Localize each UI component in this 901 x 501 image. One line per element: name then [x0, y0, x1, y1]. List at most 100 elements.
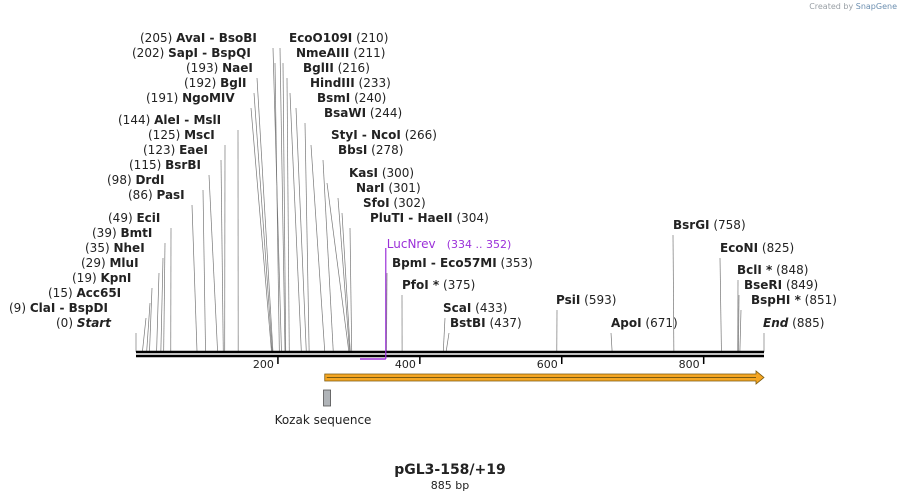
site-label[interactable]: (98) DrdI [107, 173, 164, 187]
site-leader-line [149, 287, 153, 353]
site-label[interactable]: SfoI (302) [363, 196, 426, 210]
site-label[interactable]: BsaWI (244) [324, 106, 402, 120]
site-label[interactable]: ScaI (433) [443, 301, 507, 315]
site-label[interactable]: (193) NaeI [186, 61, 253, 75]
site-leader-line [202, 189, 206, 353]
site-leader-line [274, 62, 280, 353]
kozak-feature[interactable]: Kozak sequence [275, 389, 372, 427]
site-label[interactable]: (125) MscI [148, 128, 215, 142]
site-label[interactable]: BspHI * (851) [751, 293, 837, 307]
site-label[interactable]: (39) BmtI [92, 226, 152, 240]
site-leader-line [445, 332, 450, 353]
site-position: (210) [356, 31, 388, 45]
site-leader-line [738, 294, 740, 353]
site-position: (0) [56, 316, 73, 330]
site-label[interactable]: (9) ClaI - BspDI [9, 301, 108, 315]
kozak-box[interactable] [323, 389, 331, 407]
site-label[interactable]: (49) EciI [108, 211, 160, 225]
site-label[interactable]: End (885) [763, 316, 824, 330]
site-leader-line [349, 227, 353, 353]
site-name: AvaI - BsoBI [176, 31, 257, 45]
site-name: AleI - MslI [154, 113, 221, 127]
site-leader-line [256, 77, 274, 353]
site-name: End [763, 316, 789, 330]
site-label[interactable]: StyI - NcoI (266) [331, 128, 437, 142]
ruler-ticks: 200 400 600 800 [253, 356, 705, 371]
site-position: (35) [85, 241, 110, 255]
site-name: BseRI [744, 278, 782, 292]
site-name: MluI [109, 256, 138, 270]
site-label[interactable]: BsmI (240) [317, 91, 386, 105]
site-label[interactable]: (19) KpnI [72, 271, 131, 285]
site-leader-line [386, 272, 388, 353]
site-label[interactable]: KasI (300) [349, 166, 414, 180]
site-label[interactable]: (115) BsrBI [129, 158, 201, 172]
site-label[interactable]: BstBI (437) [450, 316, 522, 330]
site-label[interactable]: (15) Acc65I [48, 286, 121, 300]
site-label[interactable]: HindIII (233) [310, 76, 391, 90]
site-label[interactable]: NmeAIII (211) [296, 46, 385, 60]
site-name: ScaI [443, 301, 471, 315]
site-position: (304) [456, 211, 488, 225]
site-position: (240) [354, 91, 386, 105]
site-leader-line [295, 107, 307, 353]
site-label[interactable]: ApoI (671) [611, 316, 678, 330]
site-leader-line [322, 159, 334, 353]
site-label[interactable]: BbsI (278) [338, 143, 403, 157]
site-labels: (205) AvaI - BsoBI(202) SapI - BspQI(193… [9, 31, 837, 330]
site-label[interactable]: BseRI (849) [744, 278, 818, 292]
site-name: DrdI [135, 173, 164, 187]
primer-range: (334 .. 352) [447, 238, 512, 251]
site-label[interactable]: (123) EaeI [143, 143, 208, 157]
site-name: SapI - BspQI [168, 46, 251, 60]
site-label[interactable]: (0) Start [56, 316, 112, 330]
primer-name[interactable]: LucNrev [387, 237, 436, 251]
site-position: (193) [186, 61, 218, 75]
site-position: (825) [762, 241, 794, 255]
plasmid-name: pGL3-158/+19 [394, 462, 506, 478]
site-name: StyI - NcoI [331, 128, 401, 142]
site-position: (9) [9, 301, 26, 315]
site-name: BbsI [338, 143, 367, 157]
site-name: BglI [220, 76, 246, 90]
site-label[interactable]: PsiI (593) [556, 293, 616, 307]
site-name: Start [77, 316, 112, 330]
site-label[interactable]: BglII (216) [303, 61, 370, 75]
site-label[interactable]: (144) AleI - MslI [118, 113, 221, 127]
site-position: (266) [405, 128, 437, 142]
site-name: BsaWI [324, 106, 366, 120]
site-name: BsrGI [673, 218, 710, 232]
site-leader-line [146, 302, 151, 353]
site-label[interactable]: (202) SapI - BspQI [132, 46, 251, 60]
feature-arrow[interactable] [324, 370, 765, 385]
site-leader-line [326, 182, 350, 353]
site-label[interactable]: EcoNI (825) [720, 241, 794, 255]
site-label[interactable]: NarI (301) [356, 181, 421, 195]
site-label[interactable]: PfoI * (375) [402, 278, 475, 292]
site-position: (98) [107, 173, 132, 187]
site-label[interactable]: (192) BglI [184, 76, 246, 90]
site-position: (49) [108, 211, 133, 225]
site-name: BmtI [120, 226, 152, 240]
site-leader-line [442, 317, 446, 353]
site-label[interactable]: (86) PasI [128, 188, 185, 202]
kozak-label: Kozak sequence [275, 413, 372, 427]
site-name: SfoI [363, 196, 390, 210]
site-label[interactable]: BpmI - Eco57MI (353) [392, 256, 533, 270]
site-label[interactable]: BclI * (848) [737, 263, 808, 277]
site-position: (125) [148, 128, 180, 142]
primer-lucnrev[interactable]: LucNrev (334 .. 352) [360, 237, 512, 360]
site-leader-line [739, 309, 742, 353]
site-label[interactable]: (205) AvaI - BsoBI [140, 31, 257, 45]
site-position: (86) [128, 188, 153, 202]
site-label[interactable]: BsrGI (758) [673, 218, 746, 232]
site-label[interactable]: (191) NgoMIV [146, 91, 235, 105]
site-label[interactable]: PluTI - HaeII (304) [370, 211, 489, 225]
site-label[interactable]: (29) MluI [81, 256, 139, 270]
site-position: (233) [359, 76, 391, 90]
site-leader-line [163, 242, 166, 353]
site-label[interactable]: EcoO109I (210) [289, 31, 388, 45]
snapgene-logo[interactable]: SnapGene [855, 2, 897, 11]
site-name: BsrBI [165, 158, 201, 172]
site-label[interactable]: (35) NheI [85, 241, 145, 255]
